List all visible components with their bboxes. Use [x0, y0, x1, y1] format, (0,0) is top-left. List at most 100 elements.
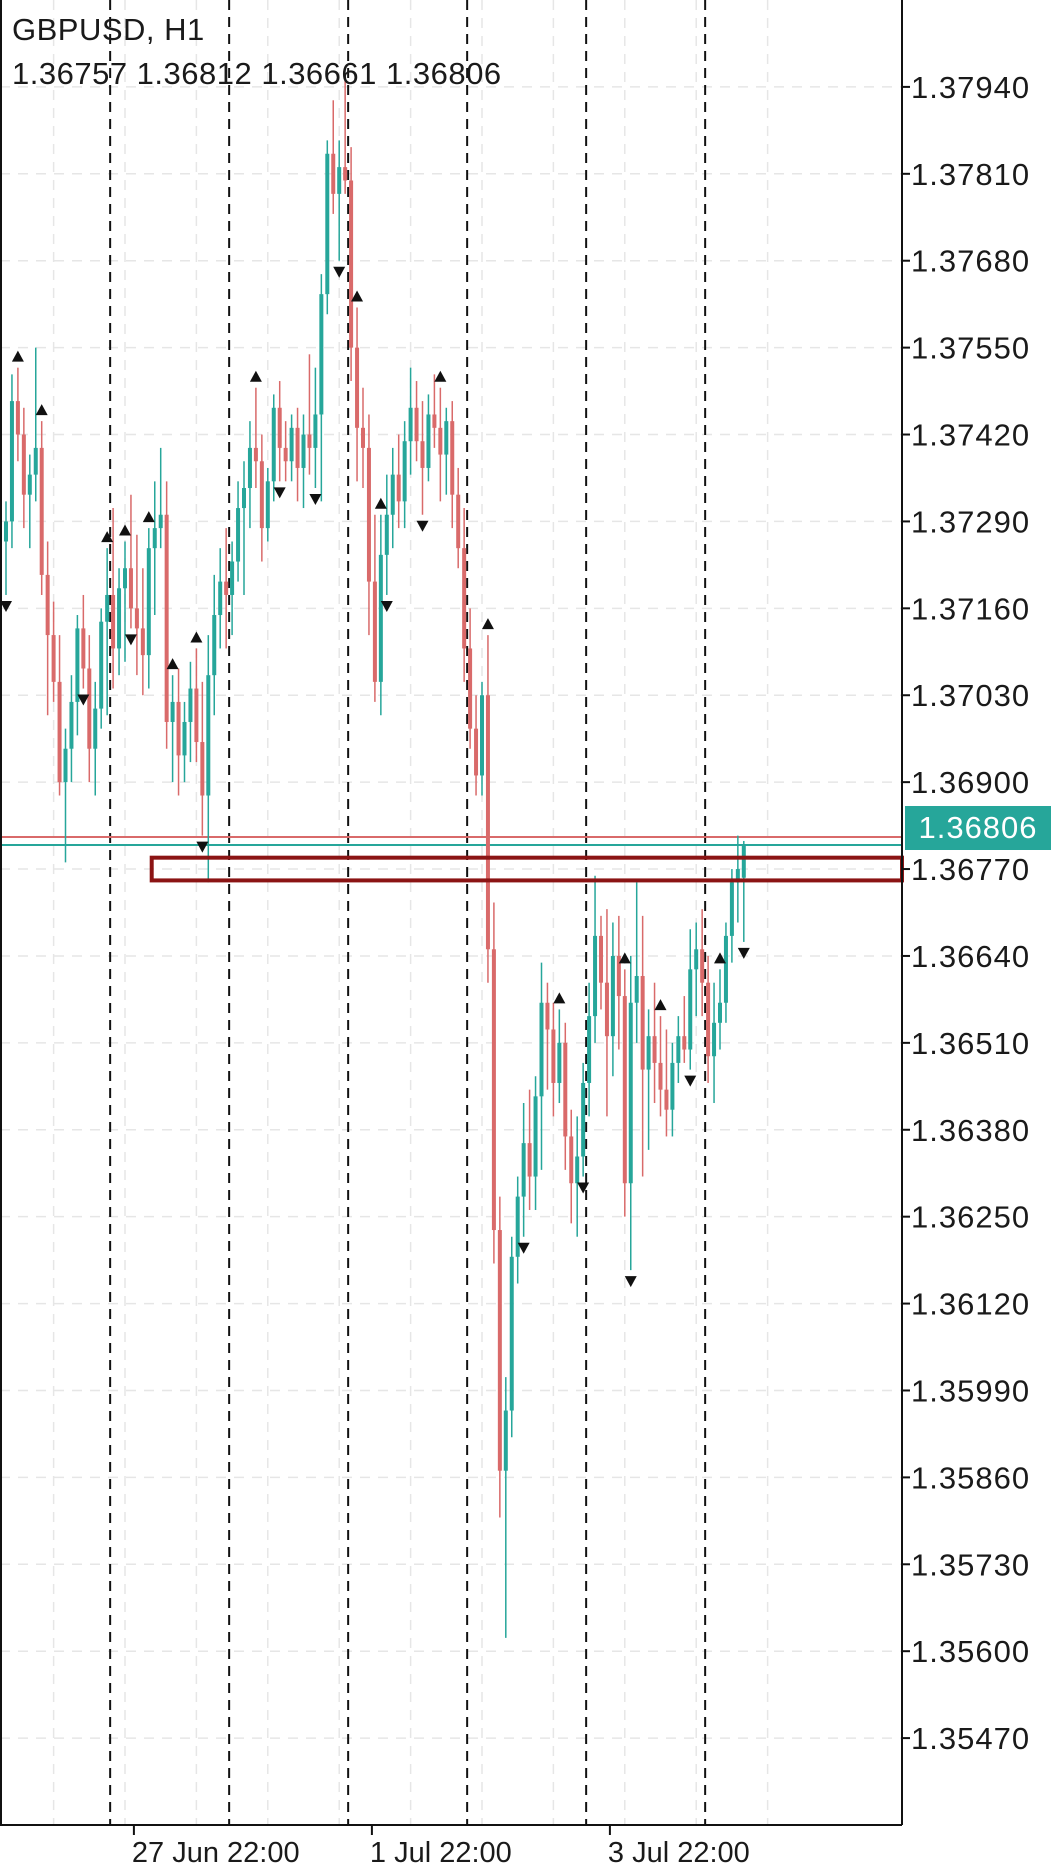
y-tick-label: 1.37940 [911, 70, 1030, 105]
candle-body [15, 401, 20, 435]
candle-body [21, 434, 26, 495]
candle-body [51, 635, 56, 682]
candle-body [408, 407, 413, 442]
candle-body [610, 955, 615, 1037]
candle-body [688, 969, 693, 1050]
candle-body [93, 708, 98, 749]
ohlc-readout: 1.36757 1.36812 1.36661 1.36806 [12, 56, 502, 91]
fractal-up-arrow [654, 999, 667, 1011]
candle-body [105, 594, 110, 622]
candle-body [81, 628, 86, 669]
candle-body [45, 574, 50, 636]
candle-body [545, 1002, 550, 1030]
candle-body [224, 581, 229, 595]
fractal-up-arrow [119, 524, 131, 536]
y-tick-label: 1.36250 [911, 1200, 1030, 1235]
candlestick-series [4, 73, 746, 1638]
candle-body [253, 447, 258, 462]
fractal-up-arrow [249, 370, 262, 382]
y-tick-label: 1.37160 [911, 591, 1030, 626]
candle-body [503, 1410, 508, 1471]
fractal-up-arrow [190, 631, 203, 643]
current-price-badge: 1.36806 [905, 806, 1051, 850]
candle-body [682, 1036, 687, 1050]
fractal-up-arrow [714, 952, 726, 964]
symbol-timeframe: GBPUSD, H1 [12, 12, 205, 47]
candle-body [509, 1256, 514, 1411]
candle-body [426, 414, 431, 468]
candle-body [676, 1036, 681, 1063]
chart-axes [0, 0, 903, 1826]
fractal-down-arrow [77, 694, 90, 706]
candle-body [33, 447, 38, 475]
candle-body [622, 996, 627, 1184]
candle-body [491, 949, 496, 1231]
candle-body [402, 441, 407, 502]
candle-body [283, 447, 288, 462]
candle-body [87, 668, 92, 749]
candle-body [706, 982, 711, 1057]
candle-body [9, 401, 14, 522]
candle-body [170, 701, 175, 722]
fractal-up-arrow [142, 511, 155, 523]
candle-body [485, 695, 490, 950]
y-tick-label: 1.37810 [911, 157, 1030, 192]
candle-body [123, 568, 127, 589]
candle-body [355, 347, 360, 428]
candle-body [75, 628, 80, 702]
fractal-down-arrow [517, 1242, 530, 1254]
y-tick-label: 1.35990 [911, 1373, 1030, 1408]
candle-body [372, 581, 377, 682]
candle-body [319, 294, 324, 415]
candle-body [230, 561, 235, 595]
candle-body [700, 949, 705, 983]
candle-body [616, 955, 621, 997]
candle-body [331, 153, 336, 194]
candle-body [634, 976, 639, 1003]
candle-body [587, 1016, 592, 1083]
candle-body [134, 608, 139, 629]
y-tick-label: 1.35860 [911, 1460, 1030, 1495]
candle-body [378, 554, 383, 682]
fractal-down-arrow [0, 600, 12, 612]
y-tick-label: 1.37290 [911, 504, 1030, 539]
candle-body [438, 427, 443, 455]
candle-body [712, 1022, 717, 1057]
y-tick-label: 1.37680 [911, 244, 1030, 279]
fractal-up-arrow [11, 350, 24, 362]
fractal-markers [0, 266, 750, 1288]
chart-grid [0, 0, 902, 1825]
candle-body [206, 675, 211, 796]
y-tick-label: 1.36640 [911, 939, 1030, 974]
fractal-down-arrow [124, 634, 137, 646]
fractal-down-arrow [273, 487, 286, 499]
candle-body [450, 421, 455, 495]
candle-body [236, 508, 241, 562]
candle-body [462, 548, 467, 649]
candle-body [652, 1036, 657, 1063]
x-axis-ticks: 27 Jun 22:00 1 Jul 22:00 3 Jul 22:00 [132, 1825, 750, 1869]
candle-body [480, 695, 484, 776]
candle-body [432, 414, 437, 428]
x-tick-label: 1 Jul 22:00 [370, 1837, 512, 1869]
candle-body [646, 1036, 651, 1070]
y-tick-label: 1.36770 [911, 852, 1030, 887]
candle-body [111, 594, 116, 649]
candle-body [271, 407, 276, 482]
fractal-up-arrow [481, 618, 494, 630]
candle-body [295, 427, 300, 468]
candle-body [670, 1062, 675, 1110]
candle-body [325, 153, 330, 295]
candle-body [259, 461, 264, 529]
candle-body [146, 548, 151, 656]
fractal-down-arrow [416, 520, 429, 532]
candle-body [694, 949, 699, 970]
candle-body [551, 1029, 556, 1083]
y-tick-label: 1.36380 [911, 1113, 1030, 1148]
candle-body [188, 688, 193, 722]
candle-body [604, 982, 609, 1037]
candle-body [414, 407, 419, 442]
fractal-up-arrow [434, 370, 447, 382]
candle-body [176, 701, 181, 756]
